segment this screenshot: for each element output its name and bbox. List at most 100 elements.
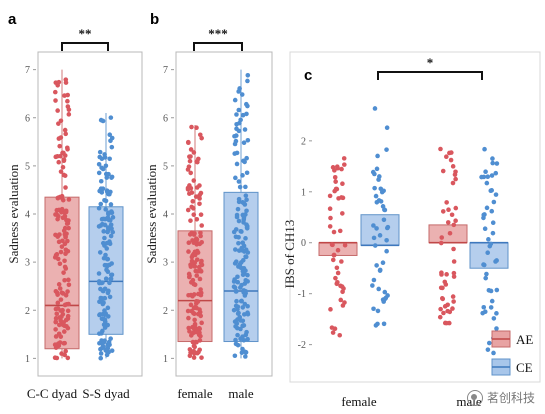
data-point (97, 154, 103, 160)
panel-a-x-label-ss-dyad: S-S dyad (82, 386, 130, 401)
data-point (384, 248, 389, 254)
data-point (191, 232, 197, 237)
panel-c-boxes (318, 106, 509, 356)
data-point (232, 319, 238, 324)
data-point (195, 299, 201, 304)
data-point (375, 308, 381, 314)
data-point (235, 206, 241, 212)
data-point (491, 350, 496, 356)
data-point (65, 98, 70, 104)
data-point (331, 229, 337, 235)
data-point (236, 179, 242, 184)
data-point (381, 217, 387, 223)
data-point (451, 299, 456, 304)
data-point (103, 207, 108, 212)
data-point (242, 127, 248, 132)
data-point (106, 349, 111, 355)
data-point (63, 247, 69, 253)
data-point (191, 355, 197, 360)
data-point (185, 187, 191, 192)
data-point (238, 336, 243, 342)
data-point (186, 315, 191, 321)
data-point (372, 243, 378, 248)
data-point (58, 334, 64, 339)
data-point (186, 249, 191, 254)
watermark: 茗创科技 (466, 389, 535, 406)
data-point (56, 159, 62, 165)
data-point (57, 143, 62, 149)
data-point (327, 193, 333, 199)
data-point (238, 326, 243, 332)
data-point (374, 199, 380, 205)
y-tick-label: 5 (25, 161, 30, 172)
data-point (196, 349, 201, 355)
data-point (483, 169, 488, 175)
data-point (190, 199, 196, 204)
data-point (52, 89, 58, 95)
data-point (97, 340, 102, 346)
data-point (66, 197, 72, 202)
data-point (197, 201, 202, 207)
data-point (61, 150, 66, 156)
data-point (109, 272, 115, 278)
data-point (65, 104, 71, 109)
data-point (233, 247, 238, 252)
data-point (62, 225, 68, 231)
data-point (199, 262, 205, 268)
data-point (98, 117, 104, 123)
data-point (233, 341, 239, 347)
data-point (108, 202, 114, 207)
data-point (242, 293, 248, 298)
data-point (370, 283, 375, 288)
y-tick-label: 7 (163, 65, 168, 76)
data-point (58, 169, 64, 174)
data-point (197, 338, 203, 343)
data-point (194, 216, 200, 222)
data-point (199, 239, 204, 245)
data-point (244, 197, 249, 203)
data-point (245, 336, 250, 342)
data-point (438, 146, 443, 152)
data-point (342, 162, 347, 167)
data-point (55, 195, 61, 201)
data-point (193, 268, 198, 274)
data-point (185, 308, 191, 314)
data-point (194, 273, 200, 278)
data-point (103, 163, 109, 169)
data-point (56, 239, 62, 245)
data-point (197, 183, 202, 188)
data-point (491, 199, 497, 205)
data-point (487, 243, 493, 249)
data-point (65, 355, 71, 361)
data-point (192, 282, 198, 288)
data-point (377, 174, 382, 179)
data-point (234, 298, 239, 304)
data-point (243, 354, 248, 359)
data-point (238, 260, 244, 265)
data-point (186, 140, 191, 145)
data-point (188, 218, 193, 223)
data-point (489, 173, 495, 178)
watermark-text: 茗创科技 (486, 391, 535, 405)
data-point (65, 289, 70, 294)
data-point (240, 323, 246, 328)
data-point (450, 164, 456, 169)
data-point (491, 316, 497, 321)
data-point (438, 306, 443, 312)
data-point (330, 165, 336, 170)
y-tick-label: 1 (301, 187, 306, 198)
data-point (236, 107, 242, 113)
data-point (53, 306, 59, 312)
data-point (57, 322, 62, 328)
data-point (102, 262, 108, 268)
data-point (109, 144, 115, 150)
data-point (97, 149, 103, 155)
data-point (98, 186, 104, 191)
data-point (195, 159, 200, 165)
data-point (240, 199, 245, 205)
data-point (244, 155, 249, 161)
data-point (378, 186, 384, 192)
data-point (233, 303, 239, 309)
data-point (485, 250, 491, 256)
data-point (55, 300, 61, 306)
